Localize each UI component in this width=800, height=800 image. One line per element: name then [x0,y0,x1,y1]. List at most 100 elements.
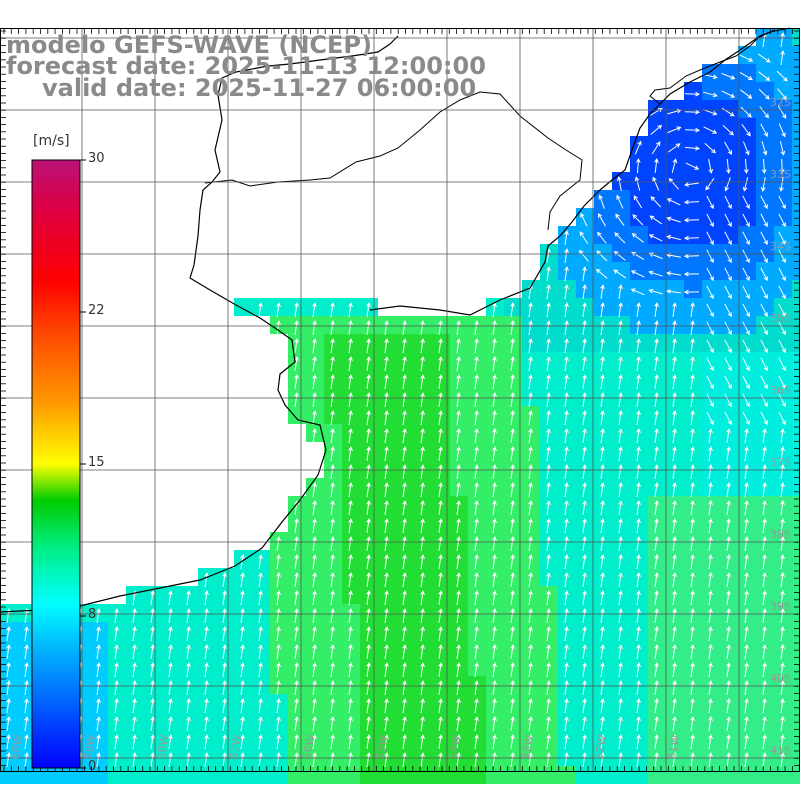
wind-cell [522,334,540,352]
wind-cell [558,730,576,748]
wind-cell [360,604,378,622]
wind-arrow [760,213,768,228]
wind-arrow [742,285,750,300]
wind-arrow [186,608,191,623]
wind-arrow [636,752,641,767]
wind-arrow [348,536,353,551]
wind-cell [576,712,594,730]
wind-arrow [204,572,209,587]
wind-cell [468,370,486,388]
wind-arrow [778,303,786,318]
wind-arrow [258,302,263,317]
wind-cell [504,766,522,784]
wind-arrow [726,716,731,731]
wind-arrow [222,590,227,605]
wind-arrow [760,411,768,426]
wind-cell [666,334,684,352]
wind-cell [702,208,720,226]
wind-arrow [258,734,263,749]
wind-arrow [456,392,461,407]
wind-arrow [510,320,515,335]
wind-cell [684,100,702,118]
wind-arrow [222,626,227,641]
longitude-label: 53W [519,734,536,761]
wind-arrow [510,554,515,569]
wind-arrow [564,266,569,281]
wind-arrow [618,464,623,479]
wind-cell [162,640,180,658]
wind-arrow [760,321,768,336]
wind-arrow [636,356,641,371]
wind-cell [288,730,306,748]
wind-arrow [330,590,335,605]
wind-arrow [456,590,461,605]
wind-cell [756,424,774,442]
wind-arrow [708,446,713,461]
wind-cell [378,352,396,370]
wind-cell [576,280,594,298]
wind-cell [648,568,666,586]
wind-cell [360,496,378,514]
wind-cell [198,658,216,676]
wind-cell [360,712,378,730]
wind-cell [342,730,360,748]
wind-cell [486,478,504,496]
wind-cell [540,604,558,622]
wind-cell [504,622,522,640]
wind-arrow [528,464,533,479]
wind-arrow [636,536,641,551]
wind-arrow [761,141,768,156]
wind-cell [360,316,378,334]
wind-arrow [96,626,101,641]
wind-arrow [760,393,768,408]
wind-cell [378,370,396,388]
wind-arrow [168,590,173,605]
wind-cell [756,568,774,586]
wind-cell [306,478,324,496]
wind-cell [306,352,324,370]
wind-cell [450,334,468,352]
wind-arrow [564,554,569,569]
colorbar-ticks [80,159,86,769]
wind-arrow [438,446,443,461]
wind-arrow [222,680,227,695]
wind-cell [396,316,414,334]
wind-cell [270,712,288,730]
wind-cell [684,316,702,334]
wind-cell [360,478,378,496]
wind-cell [720,136,738,154]
wind-arrow [204,626,209,641]
wind-arrow [114,680,119,695]
wind-cell [648,154,666,172]
wind-cell [576,532,594,550]
wind-arrow [726,500,731,515]
wind-cell [792,568,800,586]
wind-arrow [510,518,515,533]
wind-arrow [762,608,767,623]
wind-cell [558,532,576,550]
wind-cell [504,532,522,550]
wind-cell [720,244,738,262]
wind-arrow [582,446,587,461]
wind-cell [72,766,90,784]
wind-cell [450,586,468,604]
wind-arrow [132,644,137,659]
wind-arrow [456,608,461,623]
wind-arrow [618,428,623,443]
wind-arrow [510,374,515,389]
wind-cell [612,478,630,496]
wind-arrow [690,392,695,407]
wind-cell [540,532,558,550]
wind-cell [558,658,576,676]
wind-cell [684,478,702,496]
wind-cell [108,712,126,730]
wind-cell [342,370,360,388]
wind-cell [756,460,774,478]
wind-cell [612,298,630,316]
wind-cell [378,730,396,748]
wind-arrow [706,375,714,390]
wind-cell [144,694,162,712]
wind-cell [504,694,522,712]
wind-cell [450,748,468,766]
wind-cell [216,676,234,694]
